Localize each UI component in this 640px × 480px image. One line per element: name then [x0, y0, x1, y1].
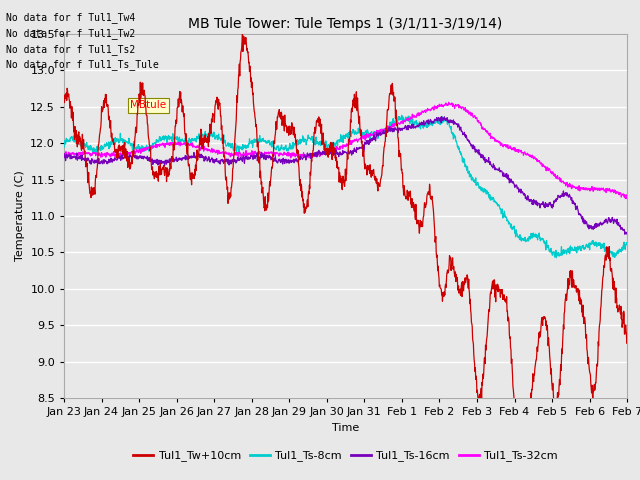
- Text: MBtule: MBtule: [131, 100, 166, 110]
- Y-axis label: Temperature (C): Temperature (C): [15, 170, 25, 262]
- X-axis label: Time: Time: [332, 423, 359, 433]
- Text: No data for f Tul1_Tw4: No data for f Tul1_Tw4: [6, 12, 136, 23]
- Legend: Tul1_Tw+10cm, Tul1_Ts-8cm, Tul1_Ts-16cm, Tul1_Ts-32cm: Tul1_Tw+10cm, Tul1_Ts-8cm, Tul1_Ts-16cm,…: [129, 446, 563, 466]
- Text: No data for f Tul1_Tw2: No data for f Tul1_Tw2: [6, 28, 136, 39]
- Text: No data for f Tul1_Ts_Tule: No data for f Tul1_Ts_Tule: [6, 60, 159, 71]
- Title: MB Tule Tower: Tule Temps 1 (3/1/11-3/19/14): MB Tule Tower: Tule Temps 1 (3/1/11-3/19…: [188, 17, 503, 31]
- Text: No data for f Tul1_Ts2: No data for f Tul1_Ts2: [6, 44, 136, 55]
